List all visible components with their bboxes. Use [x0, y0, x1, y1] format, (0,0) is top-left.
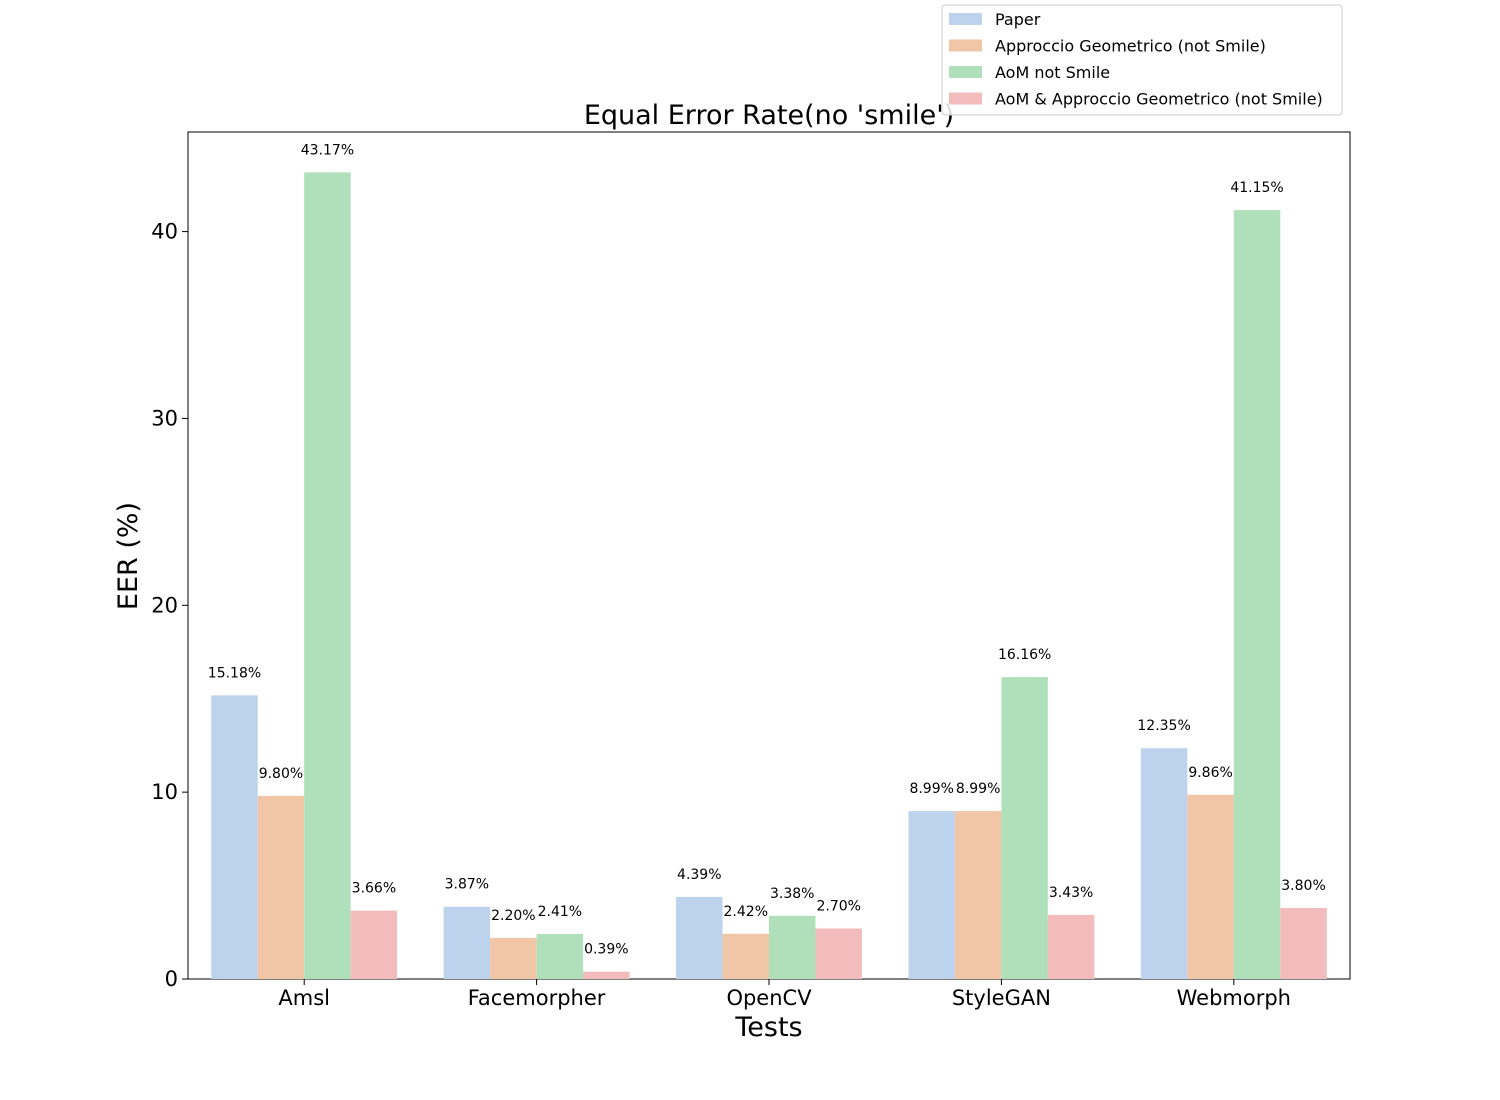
- bar-value-label: 2.70%: [816, 899, 860, 915]
- x-tick-label: StyleGAN: [952, 986, 1051, 1010]
- bar-value-label: 0.39%: [584, 942, 628, 958]
- bar-value-label: 2.41%: [538, 904, 582, 920]
- bar-value-label: 3.43%: [1049, 885, 1093, 901]
- x-axis-label: Tests: [734, 1012, 802, 1043]
- legend-label: Paper: [995, 10, 1041, 29]
- bar: [1280, 908, 1327, 979]
- legend-swatch: [949, 66, 982, 78]
- bar: [583, 971, 630, 979]
- legend-swatch: [949, 92, 982, 105]
- bar: [722, 933, 769, 979]
- y-tick-label: 30: [151, 406, 178, 430]
- bar: [1233, 210, 1281, 980]
- bar-value-label: 3.87%: [445, 877, 489, 893]
- bar-value-label: 8.99%: [909, 781, 953, 797]
- legend-swatch: [949, 13, 982, 25]
- x-tick-label: Facemorpher: [468, 986, 606, 1010]
- legend-box: [941, 4, 1343, 116]
- bar: [304, 172, 351, 980]
- y-tick-label: 0: [165, 967, 178, 991]
- bar: [443, 906, 491, 979]
- bar-value-label: 4.39%: [677, 867, 721, 883]
- x-ticks-layer: Amsl Facemorpher OpenCV StyleGAN Webmorph: [278, 979, 1291, 1010]
- bar: [211, 695, 258, 979]
- bar: [815, 928, 862, 979]
- legend-label: AoM not Smile: [995, 63, 1110, 82]
- bar-value-label: 43.17%: [301, 142, 354, 158]
- bar-value-label: 2.20%: [491, 908, 535, 924]
- bar-value-label: 41.15%: [1230, 180, 1283, 196]
- chart-title: Equal Error Rate(no 'smile'): [584, 100, 954, 131]
- y-axis-label: EER (%): [113, 502, 144, 610]
- bar-value-label: 9.80%: [259, 766, 303, 782]
- bar-value-label: 9.86%: [1188, 765, 1232, 781]
- x-tick-label: Webmorph: [1177, 986, 1291, 1010]
- bar: [257, 795, 305, 979]
- bar-value-label: 3.80%: [1281, 878, 1325, 894]
- bar: [1140, 748, 1188, 979]
- bar-value-label: 8.99%: [956, 781, 1000, 797]
- bar-value-label: 2.42%: [724, 904, 768, 920]
- legend-swatch: [949, 39, 982, 52]
- y-tick-label: 40: [151, 220, 178, 244]
- bar: [490, 937, 537, 979]
- x-tick-label: Amsl: [278, 986, 330, 1010]
- bar: [1187, 794, 1234, 979]
- bar: [769, 915, 816, 979]
- bar: [536, 933, 584, 979]
- bar-value-label: 16.16%: [998, 647, 1051, 663]
- bar: [908, 811, 955, 979]
- bar-value-label: 3.38%: [770, 886, 814, 902]
- y-tick-label: 20: [151, 593, 178, 617]
- bar-value-label: 12.35%: [1137, 718, 1190, 734]
- bar: [676, 896, 723, 979]
- x-tick-label: OpenCV: [726, 986, 812, 1010]
- bars-layer: [211, 172, 1327, 980]
- legend-label: Approccio Geometrico (not Smile): [995, 37, 1266, 56]
- bar: [954, 811, 1002, 979]
- legend-label: AoM & Approccio Geometrico (not Smile): [995, 90, 1323, 109]
- bar: [1001, 677, 1048, 979]
- y-tick-label: 10: [151, 780, 178, 804]
- bar-value-label: 3.66%: [352, 881, 396, 897]
- legend: Paper Approccio Geometrico (not Smile) AoM…: [941, 4, 1343, 116]
- bar: [350, 910, 398, 979]
- bar: [1047, 914, 1095, 979]
- bar-value-label: 15.18%: [208, 665, 261, 681]
- y-ticks-layer: 0 10 20 30 40: [151, 220, 188, 991]
- value-labels-layer: 15.18% 9.80% 43.17% 3.66% 3.87%2.20% 2.41% 0.3…: [208, 142, 1326, 957]
